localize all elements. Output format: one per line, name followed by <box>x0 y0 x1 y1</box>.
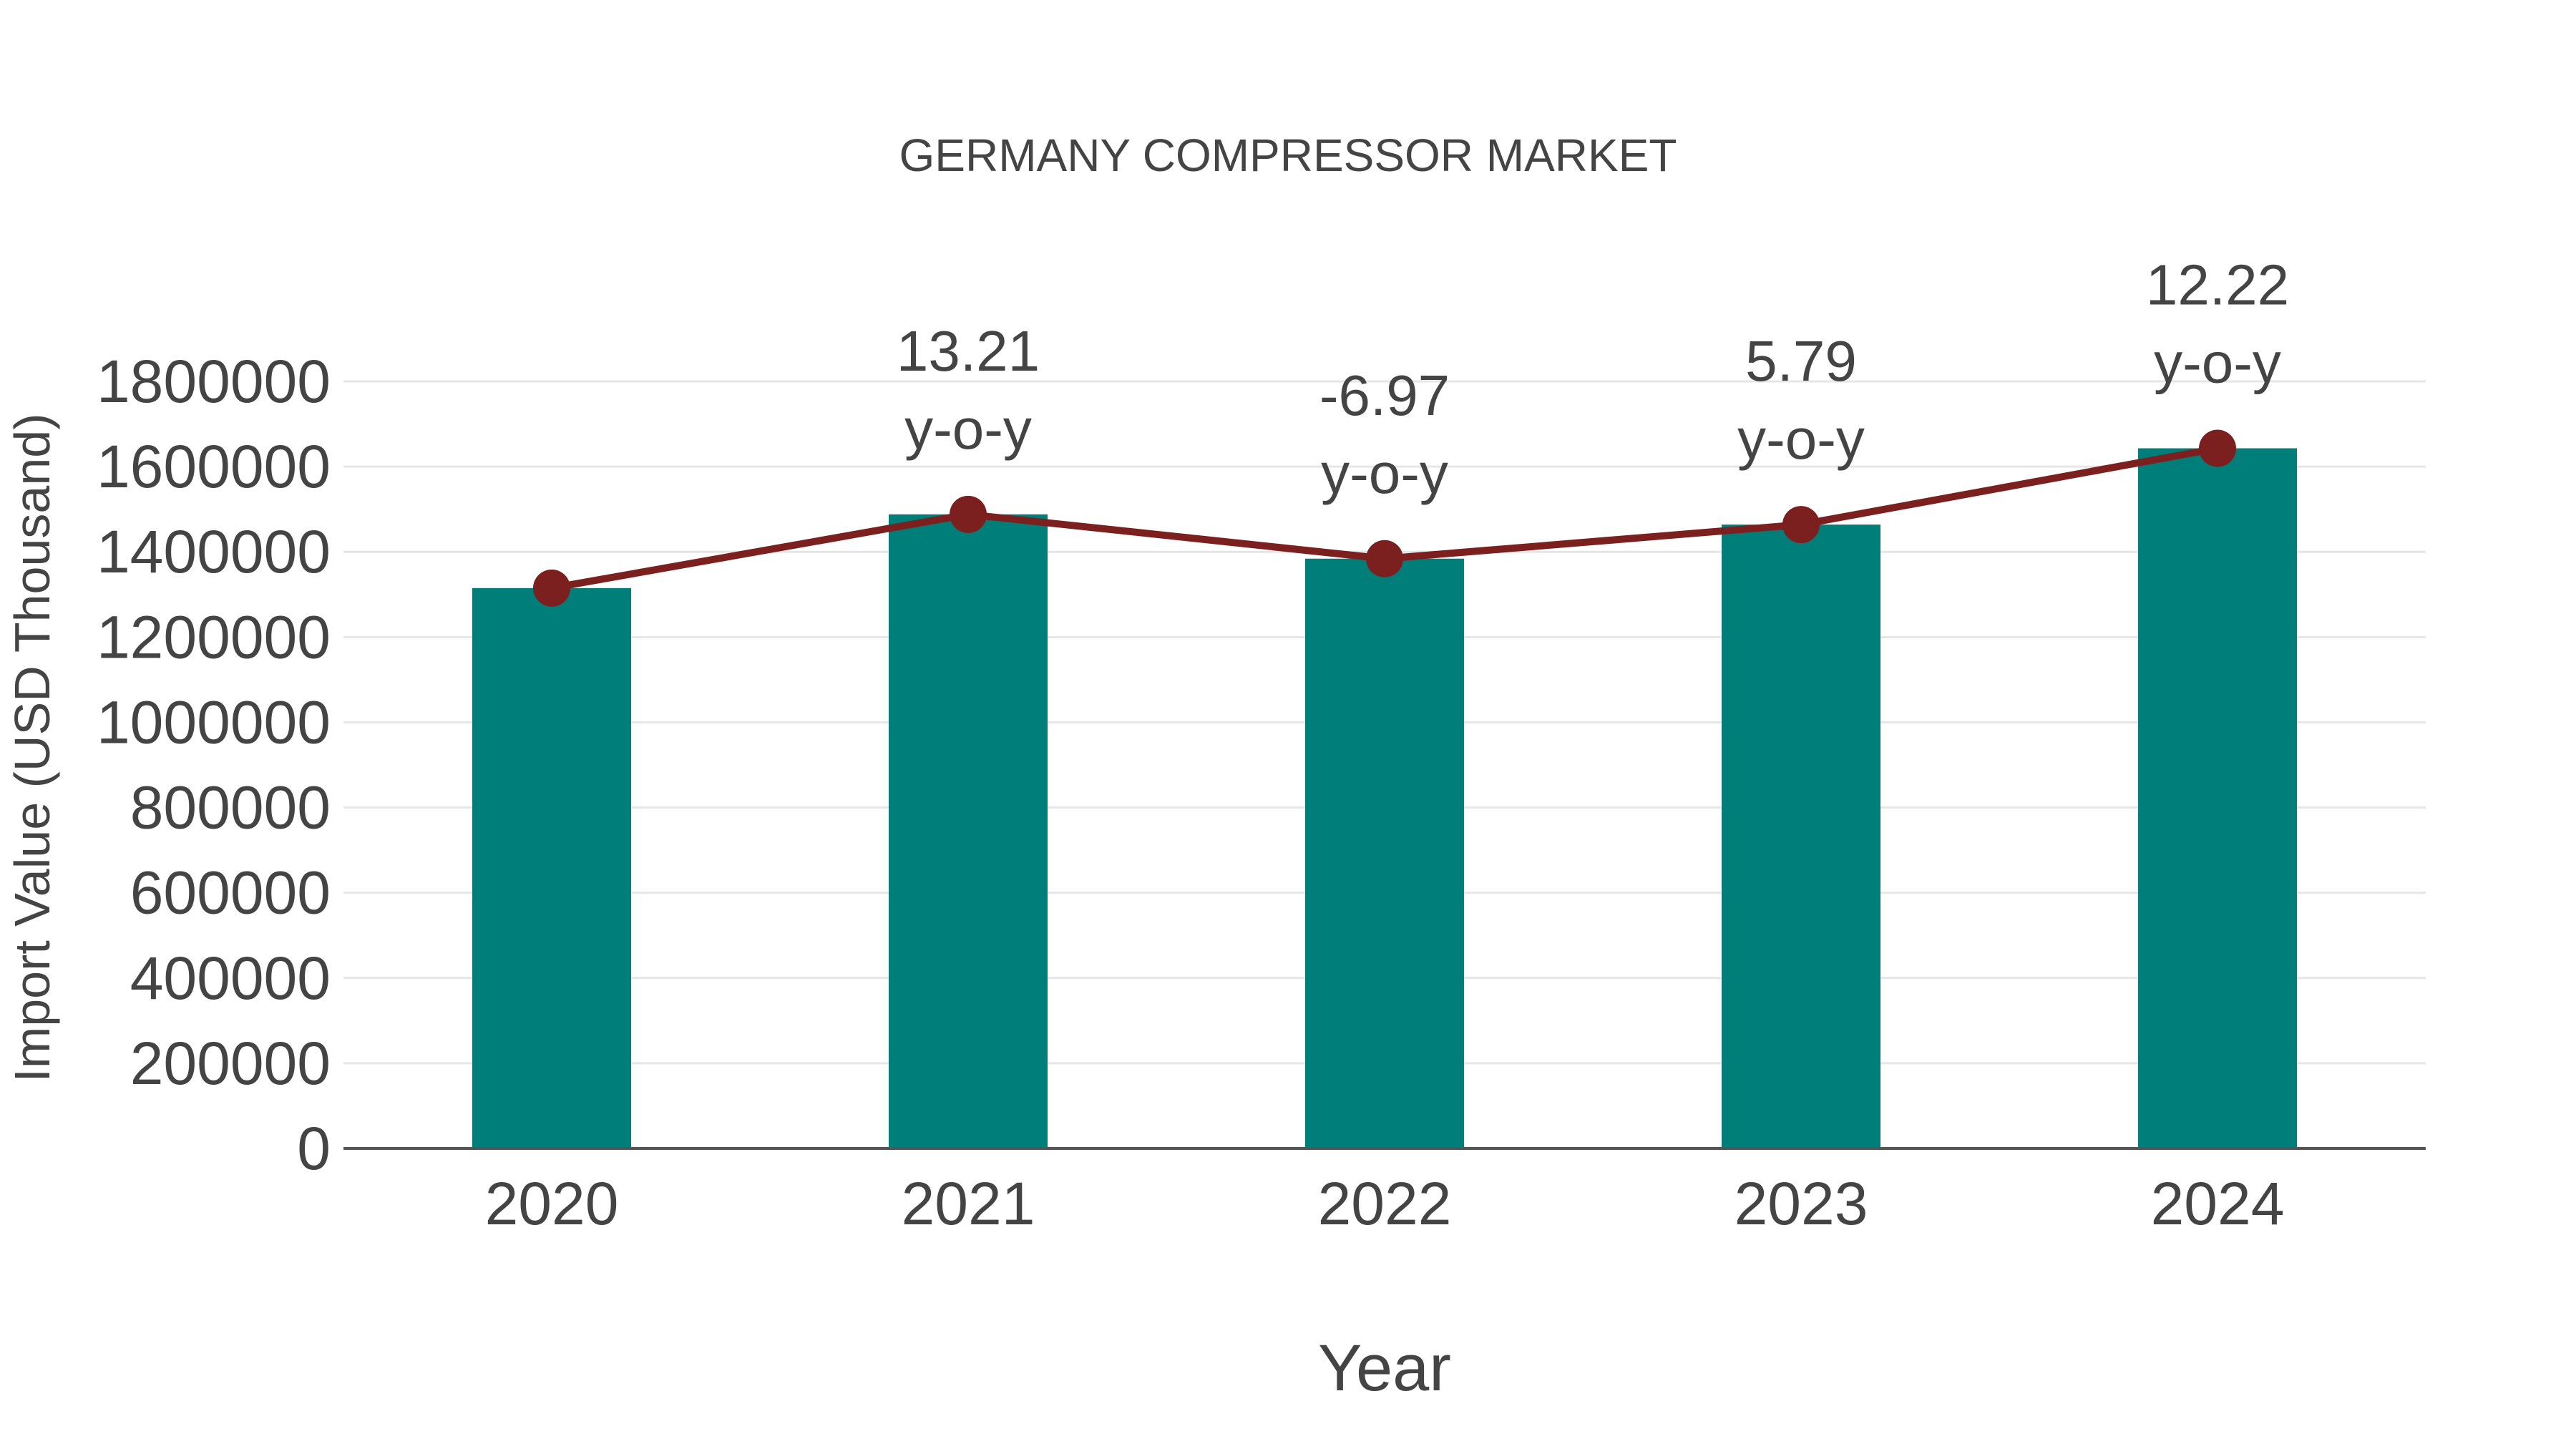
y-tick-label: 800000 <box>130 774 331 841</box>
line-marker <box>950 495 987 533</box>
x-tick-label: 2024 <box>2151 1170 2285 1237</box>
yoy-value: -6.97 <box>1319 364 1450 427</box>
line-series <box>533 429 2236 607</box>
x-tick-label: 2023 <box>1735 1170 1868 1237</box>
line-marker <box>1366 540 1403 577</box>
y-tick-label: 400000 <box>130 945 331 1012</box>
x-axis-ticks: 2020 2021 2022 2023 2024 <box>485 1170 2285 1237</box>
x-axis-title: Year <box>1318 1332 1451 1405</box>
bar <box>472 587 631 1148</box>
x-tick-label: 2021 <box>902 1170 1035 1237</box>
y-tick-label: 0 <box>297 1115 331 1182</box>
bar <box>1722 525 1880 1148</box>
y-tick-label: 1400000 <box>97 518 331 585</box>
bar-series <box>472 448 2297 1148</box>
yoy-suffix: y-o-y <box>2154 331 2281 395</box>
y-tick-label: 600000 <box>130 859 331 927</box>
bar <box>889 514 1048 1148</box>
x-tick-label: 2022 <box>1318 1170 1452 1237</box>
y-tick-label: 1800000 <box>97 348 331 415</box>
yoy-suffix: y-o-y <box>904 397 1032 461</box>
bar <box>1305 558 1464 1148</box>
chart-title: GERMANY COMPRESSOR MARKET <box>899 130 1677 181</box>
y-tick-label: 1600000 <box>97 433 331 500</box>
yoy-value: 12.22 <box>2146 253 2289 317</box>
y-axis-ticks: 0 200000 400000 600000 800000 1000000 1200000 1… <box>97 348 331 1182</box>
yoy-suffix: y-o-y <box>1737 407 1865 471</box>
yoy-value: 13.21 <box>897 319 1040 383</box>
x-tick-label: 2020 <box>485 1170 619 1237</box>
y-tick-label: 1200000 <box>97 603 331 670</box>
line-marker <box>1782 506 1820 544</box>
line-marker <box>2199 429 2236 467</box>
yoy-suffix: y-o-y <box>1321 441 1448 505</box>
bar <box>2138 448 2297 1148</box>
line-marker <box>533 569 570 607</box>
y-tick-label: 1000000 <box>97 688 331 756</box>
y-tick-label: 200000 <box>130 1030 331 1097</box>
yoy-annotations: y-o-y 13.21 y-o-y -6.97 y-o-y 5.79 y-o-y 12.22 <box>897 253 2289 505</box>
yoy-value: 5.79 <box>1745 329 1857 393</box>
